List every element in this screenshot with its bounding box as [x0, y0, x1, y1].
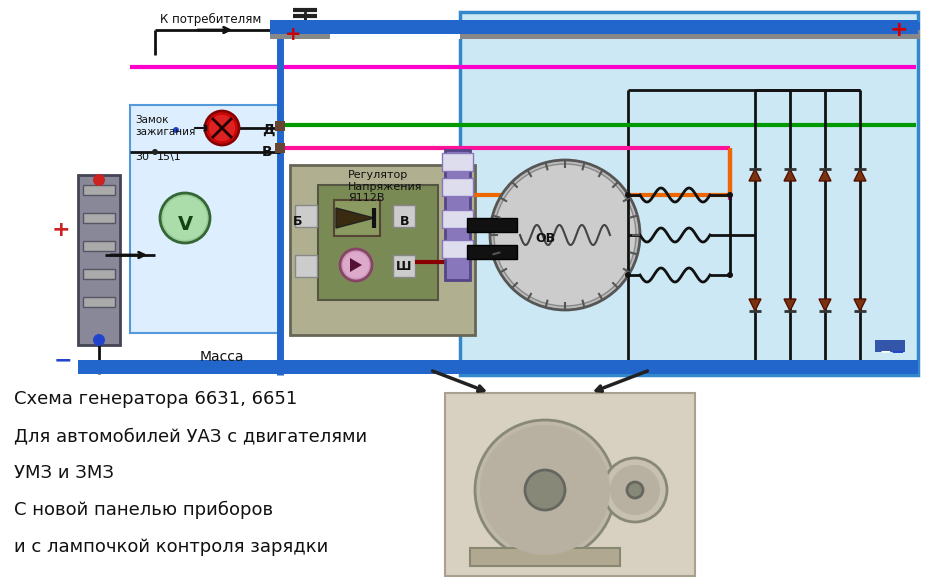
Bar — [83, 213, 115, 223]
Bar — [445, 393, 695, 576]
Circle shape — [494, 164, 636, 306]
Text: Д: Д — [262, 123, 275, 137]
Text: Схема генератора 6631, 6651: Схема генератора 6631, 6651 — [14, 390, 297, 408]
Bar — [393, 205, 415, 227]
Text: +: + — [890, 20, 908, 40]
Bar — [275, 143, 285, 153]
Text: Ш: Ш — [396, 260, 412, 273]
Circle shape — [205, 111, 239, 145]
Text: и с лампочкой контроля зарядки: и с лампочкой контроля зарядки — [14, 538, 328, 556]
Bar — [442, 178, 473, 196]
Text: В: В — [400, 215, 410, 228]
Bar — [330, 27, 460, 39]
Polygon shape — [854, 169, 866, 181]
Circle shape — [163, 196, 207, 240]
Bar — [442, 153, 473, 171]
Circle shape — [343, 252, 369, 278]
Circle shape — [208, 114, 236, 142]
Text: 15\1: 15\1 — [157, 152, 181, 162]
Text: Для автомобилей УАЗ с двигателями: Для автомобилей УАЗ с двигателями — [14, 427, 367, 445]
Circle shape — [727, 192, 733, 198]
Text: Масса: Масса — [200, 350, 244, 364]
Text: ОВ: ОВ — [535, 231, 555, 244]
Text: +: + — [285, 26, 302, 45]
Circle shape — [480, 425, 610, 555]
Text: С новой панелью приборов: С новой панелью приборов — [14, 501, 273, 519]
Bar — [275, 121, 285, 131]
Circle shape — [625, 192, 631, 198]
Circle shape — [627, 482, 643, 498]
Circle shape — [173, 127, 179, 133]
Polygon shape — [784, 169, 796, 181]
Bar — [270, 27, 920, 39]
Circle shape — [610, 465, 660, 515]
Polygon shape — [749, 169, 761, 181]
Bar — [130, 105, 282, 333]
Bar — [470, 548, 620, 566]
Text: V: V — [178, 214, 193, 233]
Text: УМЗ и ЗМЗ: УМЗ и ЗМЗ — [14, 464, 114, 482]
Bar — [318, 185, 438, 300]
Bar — [290, 165, 475, 335]
Bar — [83, 269, 115, 279]
Circle shape — [727, 272, 733, 278]
Polygon shape — [819, 299, 831, 311]
Bar — [78, 360, 918, 374]
Circle shape — [93, 334, 105, 346]
Circle shape — [625, 272, 631, 278]
Polygon shape — [854, 299, 866, 311]
Bar — [78, 175, 120, 345]
Text: В: В — [262, 145, 273, 159]
Polygon shape — [350, 258, 362, 272]
Bar — [445, 150, 470, 280]
Circle shape — [490, 160, 640, 310]
Circle shape — [475, 420, 615, 560]
Text: −: − — [890, 342, 904, 360]
Text: Регулятор
Напряжения
Я112В: Регулятор Напряжения Я112В — [348, 170, 423, 203]
Bar — [442, 210, 473, 228]
Bar — [467, 218, 517, 232]
Circle shape — [340, 249, 372, 281]
Bar — [83, 185, 115, 195]
Text: К потребителям: К потребителям — [160, 13, 262, 26]
Circle shape — [152, 149, 158, 155]
Bar — [393, 255, 415, 277]
Bar — [467, 245, 517, 259]
Circle shape — [603, 458, 667, 522]
Circle shape — [525, 470, 565, 510]
Bar — [83, 297, 115, 307]
Text: 30: 30 — [135, 152, 149, 162]
Circle shape — [160, 193, 210, 243]
Text: +: + — [52, 220, 70, 240]
Bar — [270, 22, 920, 30]
Bar — [460, 12, 918, 375]
Polygon shape — [784, 299, 796, 311]
Text: Замок
зажигания: Замок зажигания — [135, 115, 195, 137]
Bar — [295, 205, 317, 227]
Text: Б: Б — [293, 215, 302, 228]
Bar — [270, 20, 918, 34]
Polygon shape — [749, 299, 761, 311]
Text: −: − — [54, 350, 73, 370]
Text: −: − — [880, 344, 892, 358]
Bar — [875, 340, 905, 352]
Bar — [295, 255, 317, 277]
Bar — [83, 241, 115, 251]
Circle shape — [93, 174, 105, 186]
Polygon shape — [819, 169, 831, 181]
Bar — [442, 240, 473, 258]
Polygon shape — [336, 208, 374, 228]
Bar — [334, 200, 380, 236]
